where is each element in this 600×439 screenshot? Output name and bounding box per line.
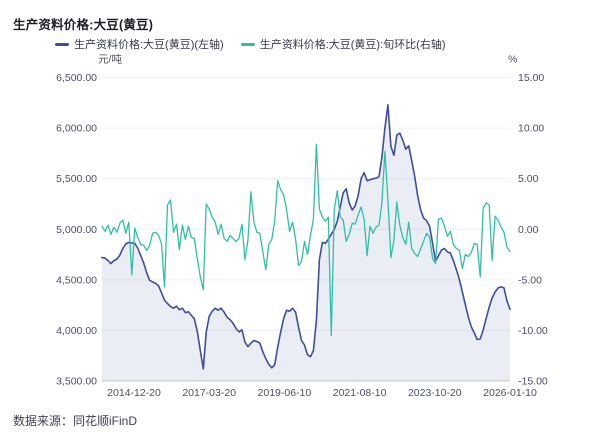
right-axis-tick-label: 5.00 <box>518 173 539 185</box>
left-axis-tick-label: 6,500.00 <box>56 72 97 84</box>
legend-marker-ratio-icon <box>240 42 255 46</box>
left-axis-tick-label: 6,000.00 <box>56 123 97 135</box>
chart-legend: 生产资料价格:大豆(黄豆)(左轴) 生产资料价格:大豆(黄豆):旬环比(右轴) <box>55 36 445 52</box>
legend-item-price[interactable]: 生产资料价格:大豆(黄豆)(左轴) <box>55 36 224 52</box>
legend-item-ratio[interactable]: 生产资料价格:大豆(黄豆):旬环比(右轴) <box>240 36 446 52</box>
price-line-series[interactable] <box>101 104 511 370</box>
right-axis-tick-label: -5.00 <box>518 274 542 286</box>
x-axis-tick-label: 2017-03-20 <box>182 387 236 399</box>
left-axis-tick-label: 4,000.00 <box>56 325 97 337</box>
right-axis-tick-label: 10.00 <box>518 123 544 135</box>
right-axis-unit: % <box>508 54 517 66</box>
x-axis-tick-label: 2023-10-20 <box>408 387 462 399</box>
left-axis-tick-label: 3,500.00 <box>56 376 97 388</box>
legend-label-ratio: 生产资料价格:大豆(黄豆):旬环比(右轴) <box>259 39 446 51</box>
legend-marker-price-icon <box>55 42 69 46</box>
x-axis-tick-label: 2026-01-10 <box>483 387 537 399</box>
legend-label-price: 生产资料价格:大豆(黄豆)(左轴) <box>74 39 224 51</box>
left-axis-unit: 元/吨 <box>98 53 122 66</box>
right-axis-tick-label: -10.00 <box>518 325 548 337</box>
right-axis-tick-label: 15.00 <box>518 72 544 84</box>
ratio-line-series[interactable] <box>101 143 511 337</box>
left-axis-tick-label: 4,500.00 <box>56 274 97 286</box>
right-axis-tick-label: -15.00 <box>518 376 548 388</box>
price-area-fill <box>102 104 510 382</box>
x-axis-tick-label: 2014-12-20 <box>107 387 161 399</box>
page-title: 生产资料价格:大豆(黄豆) <box>13 18 154 32</box>
data-source-note: 数据来源：同花顺iFinD <box>13 414 138 428</box>
right-axis-tick-label: 0.00 <box>518 224 539 236</box>
left-axis-tick-label: 5,000.00 <box>56 224 97 236</box>
left-axis-tick-label: 5,500.00 <box>56 173 97 185</box>
x-axis-tick-label: 2021-08-10 <box>333 387 387 399</box>
x-axis-tick-label: 2019-06-10 <box>258 387 312 399</box>
